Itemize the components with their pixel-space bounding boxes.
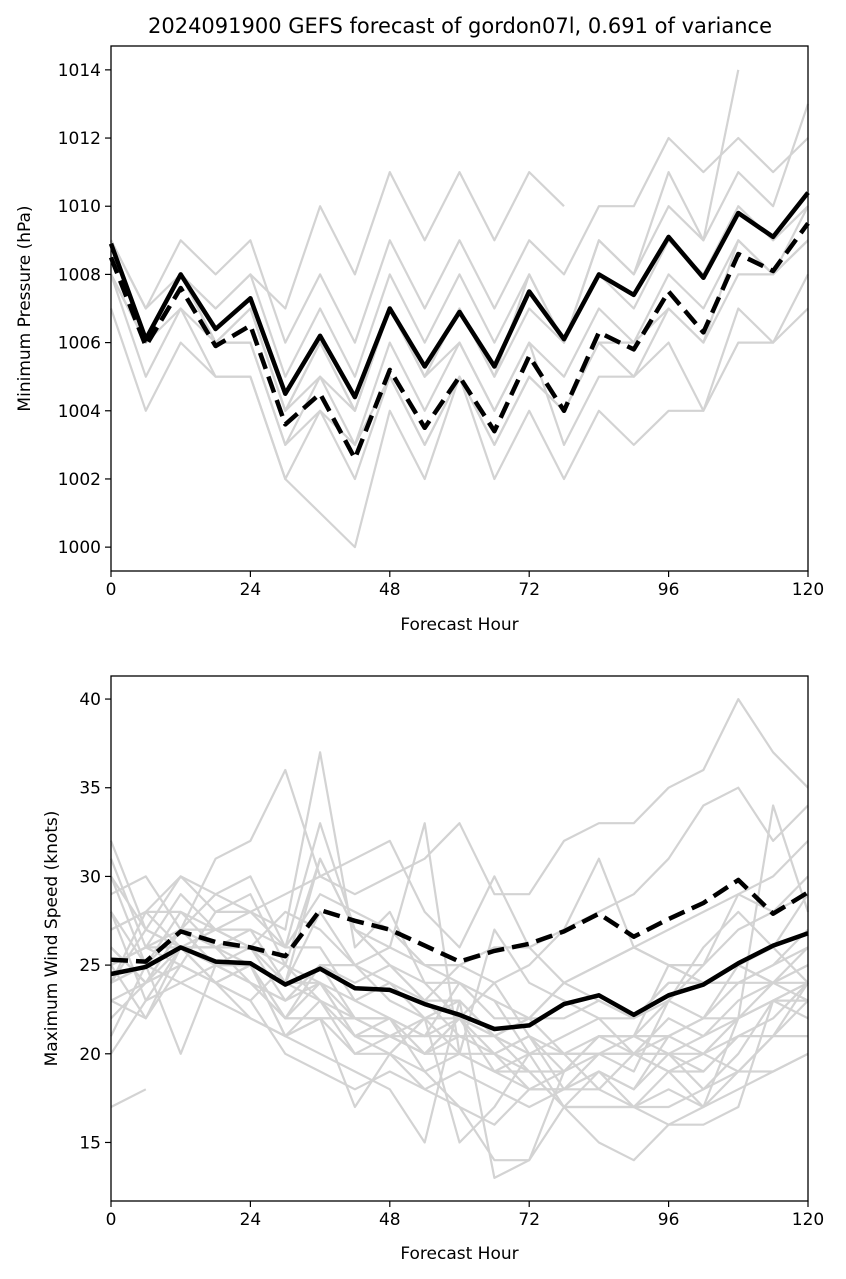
pressure-x-tick-label: 120 — [792, 580, 824, 600]
pressure-y-tick-label: 1000 — [58, 538, 101, 558]
wind-series-lines — [109, 698, 810, 1179]
wind-y-tick-label: 30 — [79, 867, 101, 887]
wind-member-line — [110, 910, 809, 1109]
pressure-y-tick-label: 1010 — [58, 197, 101, 217]
wind-member-line — [110, 698, 809, 984]
wind-member-line — [110, 875, 809, 1073]
pressure-x-tick-label: 72 — [518, 580, 540, 600]
pressure-member-line — [110, 171, 565, 344]
pressure-y-ticks: 1000 1002 1004 1006 1008 1010 1012 1014 — [58, 61, 111, 558]
pressure-member-line — [110, 103, 810, 378]
wind-x-tick-label: 0 — [106, 1210, 117, 1230]
wind-member-line — [110, 804, 810, 1055]
pressure-y-tick-label: 1004 — [58, 402, 101, 422]
pressure-y-tick-label: 1008 — [58, 265, 101, 285]
pressure-solid-mean-line — [108, 191, 810, 400]
wind-member-line — [109, 911, 809, 1109]
wind-plot-frame — [110, 675, 809, 1202]
pressure-member-line — [110, 205, 809, 446]
wind-y-ticks: 15 20 25 30 35 40 — [79, 690, 111, 1153]
wind-x-tick-label: 120 — [792, 1210, 824, 1230]
wind-solid-mean-line — [110, 931, 809, 1032]
pressure-y-tick-label: 1014 — [58, 61, 101, 81]
pressure-member-line — [110, 136, 809, 344]
pressure-y-tick-label: 1006 — [58, 334, 101, 354]
wind-member-line — [110, 946, 809, 1162]
wind-x-axis-label: Forecast Hour — [400, 1244, 518, 1264]
pressure-x-axis-label: Forecast Hour — [400, 615, 518, 635]
wind-member-line — [109, 875, 808, 1073]
pressure-y-tick-label: 1002 — [58, 470, 101, 490]
pressure-chart: 0 24 48 72 96 120 1000 1002 1004 1006 1008 1010 101… — [15, 45, 824, 635]
wind-x-tick-label: 48 — [379, 1210, 401, 1230]
pressure-x-tick-label: 24 — [240, 580, 262, 600]
wind-x-tick-label: 96 — [658, 1210, 680, 1230]
wind-y-tick-label: 35 — [79, 779, 101, 799]
pressure-x-tick-label: 0 — [106, 580, 117, 600]
pressure-x-tick-label: 96 — [658, 580, 680, 600]
chart-title: 2024091900 GEFS forecast of gordon07l, 0… — [148, 14, 772, 38]
wind-member-line — [110, 1088, 147, 1108]
wind-member-line — [110, 964, 808, 1144]
wind-member-line — [110, 910, 809, 1109]
pressure-y-tick-label: 1012 — [58, 129, 101, 149]
pressure-plot-frame — [110, 45, 809, 572]
pressure-x-tick-label: 48 — [379, 580, 401, 600]
wind-y-tick-label: 15 — [79, 1133, 101, 1153]
wind-member-line — [110, 768, 808, 984]
wind-dashed-mean-line — [110, 877, 810, 964]
pressure-dashed-mean-line — [108, 221, 810, 461]
pressure-y-axis-label: Minimum Pressure (hPa) — [15, 205, 35, 411]
pressure-series-lines — [108, 69, 810, 549]
pressure-x-ticks: 0 24 48 72 96 120 — [106, 571, 824, 600]
wind-y-axis-label: Maximum Wind Speed (knots) — [42, 811, 62, 1067]
wind-x-ticks: 0 24 48 72 96 120 — [106, 1201, 824, 1230]
wind-member-line — [109, 840, 809, 1179]
wind-y-tick-label: 40 — [79, 690, 101, 710]
wind-member-line — [110, 786, 809, 1002]
wind-y-tick-label: 20 — [79, 1045, 101, 1065]
wind-x-tick-label: 72 — [518, 1210, 540, 1230]
wind-member-line — [110, 893, 809, 1091]
wind-member-line — [110, 857, 809, 1055]
wind-y-tick-label: 25 — [79, 956, 101, 976]
wind-x-tick-label: 24 — [240, 1210, 262, 1230]
wind-member-line — [109, 840, 809, 1055]
